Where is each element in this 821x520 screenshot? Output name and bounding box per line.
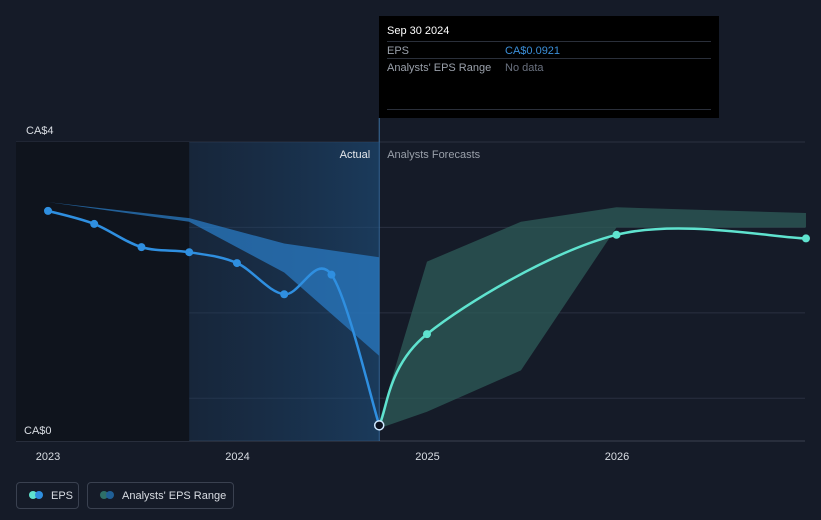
actual-eps-point [232,259,241,268]
axis-labels: CA$4 CA$0 2023 2024 2025 2026 Actual Analysts F… [24,125,629,463]
y-tick-label-top: CA$4 [26,125,54,137]
actual-eps-point [185,248,194,257]
legend-range-label: Analysts' EPS Range [122,489,227,502]
legend-eps-button[interactable]: EPS [16,482,79,509]
tooltip-range-label: Analysts' EPS Range [387,62,492,74]
tooltip-eps-value: CA$0.0921 [505,45,561,57]
tooltip-row-eps: EPS CA$0.0921 [387,41,711,59]
tooltip: Sep 30 2024 EPS CA$0.0921 Analysts' EPS … [379,16,719,118]
legend-eps-label: EPS [51,489,74,502]
x-tick-label: 2026 [605,451,629,463]
actual-eps-point [327,270,336,279]
tooltip-row-range: Analysts' EPS Range No data [387,58,711,76]
actual-eps-point [90,219,99,228]
x-tick-label: 2023 [36,451,60,463]
x-tick-label: 2025 [415,451,439,463]
tooltip-divider [387,109,711,110]
forecast-label: Analysts Forecasts [387,149,480,161]
range-legend-icon [100,490,116,501]
actual-eps-point [137,243,146,252]
series-points [44,206,810,431]
forecast-eps-point [801,234,810,243]
tooltip-range-value: No data [505,62,544,74]
past-region [16,142,190,441]
forecast-eps-line [378,227,806,426]
x-tick-label: 2024 [225,451,249,463]
actual-eps-point [280,290,289,299]
highlight-eps-point [373,420,385,431]
eps-legend-icon [29,490,45,501]
y-tick-label-bottom: CA$0 [24,425,52,437]
tooltip-eps-label: EPS [387,45,410,57]
actual-label: Actual [340,149,371,161]
forecast-range-area [379,207,806,429]
forecast-eps-point [612,230,621,239]
legend-range-button[interactable]: Analysts' EPS Range [87,482,234,509]
past-range-area [48,202,380,356]
forecast-eps-point [422,330,431,339]
tooltip-date: Sep 30 2024 [387,25,450,37]
range-areas [48,202,806,429]
actual-eps-point [44,206,52,215]
